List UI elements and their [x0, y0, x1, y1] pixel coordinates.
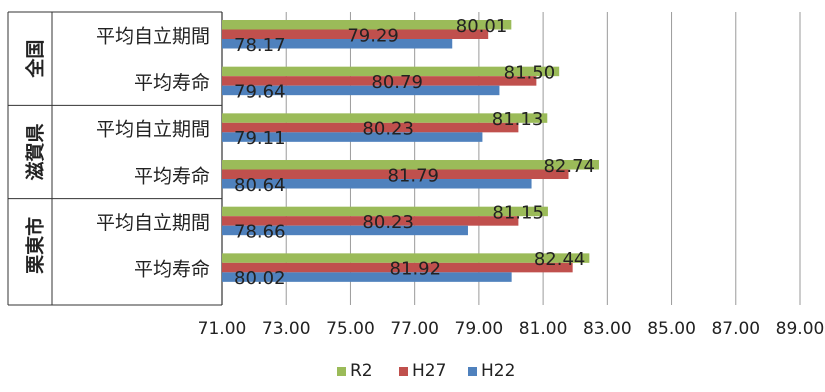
bar-h22	[222, 132, 483, 142]
x-tick-label: 87.00	[711, 319, 760, 339]
group-label: 滋賀県	[24, 124, 47, 181]
legend-label: H22	[481, 361, 515, 381]
group-label: 全国	[24, 40, 47, 79]
category-label: 平均寿命	[134, 259, 210, 281]
data-label: 80.01	[456, 16, 508, 37]
data-label: 81.15	[492, 202, 544, 223]
x-tick-label: 85.00	[647, 319, 696, 339]
category-label: 平均寿命	[134, 72, 210, 94]
bar-h27	[222, 216, 519, 226]
x-tick-label: 83.00	[583, 319, 632, 339]
data-label: 80.23	[362, 212, 414, 233]
category-label: 平均自立期間	[96, 119, 210, 141]
x-tick-label: 77.00	[390, 319, 439, 339]
x-tick-label: 71.00	[198, 319, 247, 339]
bar-r2	[222, 206, 548, 217]
bar-r2	[222, 20, 512, 30]
bar-h22	[222, 85, 500, 96]
x-tick-label: 81.00	[519, 319, 568, 339]
bar-h27	[222, 122, 519, 133]
bar-h27	[222, 29, 489, 39]
data-label: 80.02	[234, 268, 286, 289]
data-label: 80.79	[371, 72, 423, 93]
bar-h22	[222, 39, 453, 49]
bar-h27	[222, 169, 569, 180]
data-label: 79.11	[234, 128, 286, 149]
data-label: 79.29	[347, 25, 399, 46]
data-label: 82.44	[534, 249, 586, 270]
x-tick-label: 79.00	[455, 319, 504, 339]
bar-h22	[222, 225, 468, 236]
bar-r2	[222, 253, 590, 263]
x-tick-label: 89.00	[776, 319, 825, 339]
legend-label: R2	[350, 361, 373, 381]
legend-swatch-h27	[399, 367, 408, 376]
legend-swatch-r2	[337, 367, 346, 376]
data-label: 79.64	[234, 81, 286, 102]
data-label: 81.50	[504, 62, 556, 83]
bar-h27	[222, 76, 537, 86]
category-label: 平均寿命	[134, 165, 210, 187]
bar-h22	[222, 272, 512, 282]
data-label: 80.23	[362, 119, 414, 140]
data-label: 80.64	[234, 175, 286, 196]
data-label: 81.13	[492, 109, 544, 130]
data-label: 78.66	[234, 221, 286, 242]
data-label: 78.17	[234, 35, 286, 56]
data-label: 82.74	[543, 156, 595, 177]
x-tick-label: 75.00	[326, 319, 375, 339]
x-tick-label: 73.00	[262, 319, 311, 339]
category-label: 平均自立期間	[96, 25, 210, 47]
bar-h27	[222, 262, 573, 273]
data-label: 81.92	[390, 259, 442, 280]
bar-r2	[222, 66, 560, 77]
category-label: 平均自立期間	[96, 212, 210, 234]
group-label: 栗東市	[24, 217, 47, 274]
data-label: 81.79	[387, 165, 439, 186]
bar-r2	[222, 113, 548, 123]
bar-h22	[222, 179, 532, 189]
legend-label: H27	[412, 361, 446, 381]
legend-swatch-h22	[468, 367, 477, 376]
bar-r2	[222, 160, 599, 170]
